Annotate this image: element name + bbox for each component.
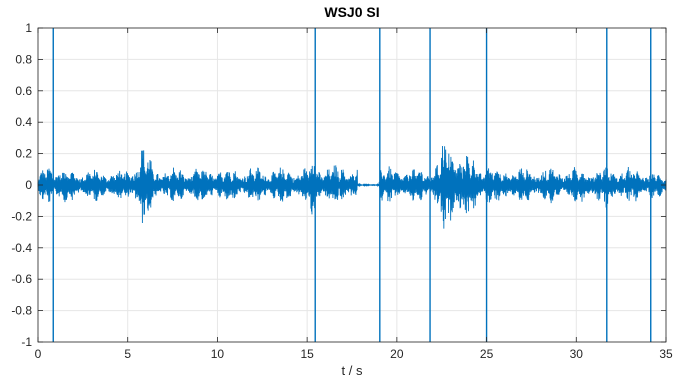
y-axis-ticks: -1 -0.8 -0.6 -0.4 -0.2 0 0.2 0.4 0.6 0.8 1	[11, 21, 666, 349]
chart-title: WSJ0 SI	[324, 4, 379, 20]
x-axis-label: t / s	[342, 363, 363, 378]
x-tick-label: 5	[124, 347, 131, 361]
x-tick-label: 35	[659, 347, 673, 361]
y-tick-label: -0.2	[11, 209, 32, 223]
y-tick-label: 0.4	[15, 115, 32, 129]
spike-lines	[52, 28, 652, 342]
x-axis-ticks: 0 5 10 15 20 25 30 35	[35, 28, 673, 361]
y-tick-label: 0.6	[15, 84, 32, 98]
x-tick-label: 15	[300, 347, 314, 361]
y-tick-label: -0.6	[11, 272, 32, 286]
x-tick-label: 0	[35, 347, 42, 361]
x-tick-label: 10	[211, 347, 225, 361]
x-tick-label: 25	[480, 347, 494, 361]
y-tick-label: -0.4	[11, 241, 32, 255]
y-tick-label: -1	[21, 335, 32, 349]
y-tick-label: 1	[25, 21, 32, 35]
y-tick-label: -0.8	[11, 304, 32, 318]
y-tick-label: 0.2	[15, 147, 32, 161]
waveform-line	[37, 145, 667, 229]
x-tick-label: 20	[390, 347, 404, 361]
waveform-series	[37, 145, 667, 229]
y-tick-label: 0.8	[15, 52, 32, 66]
y-tick-label: 0	[25, 178, 32, 192]
x-tick-label: 30	[570, 347, 584, 361]
